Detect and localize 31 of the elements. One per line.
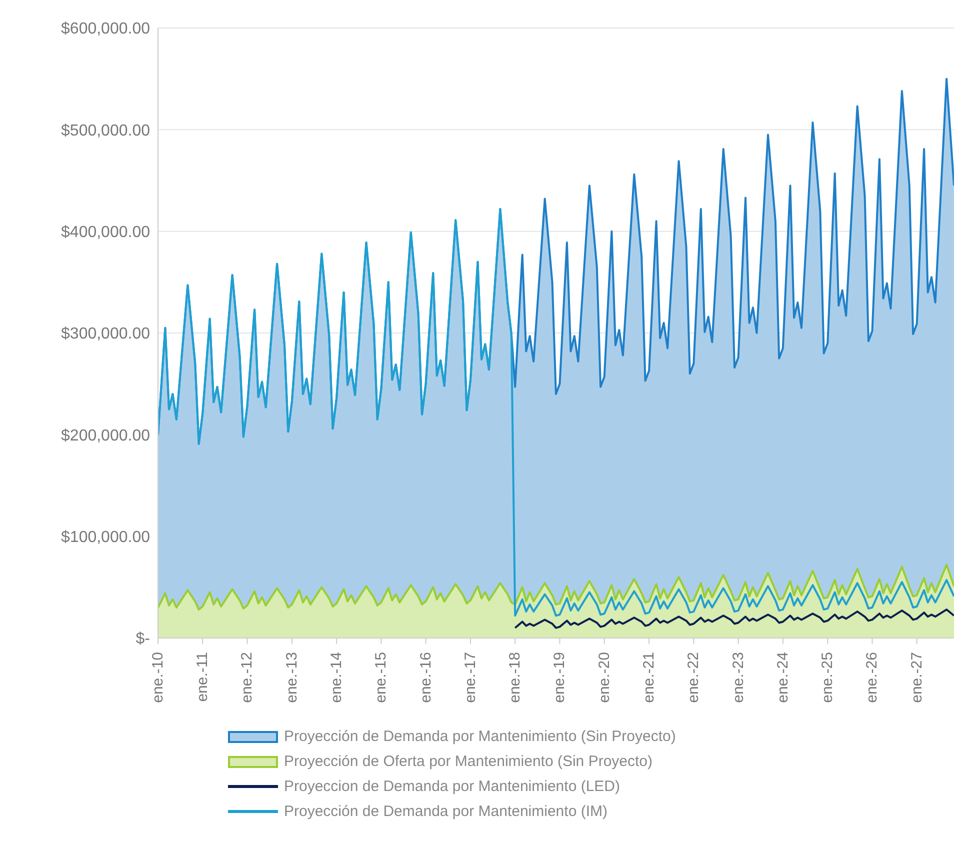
x-tick-label: ene.-18 (506, 652, 524, 703)
x-tick-label: ene.-24 (774, 652, 792, 703)
x-tick-label: ene.-23 (730, 652, 747, 703)
y-tick-label: $200,000.00 (61, 427, 150, 444)
y-tick-label: $600,000.00 (61, 20, 150, 38)
y-tick-label: $300,000.00 (61, 326, 150, 343)
line-series (158, 208, 954, 617)
x-tick-label: ene.-21 (640, 652, 658, 703)
x-tick-label: ene.-17 (462, 652, 480, 703)
x-tick-label: ene.-25 (819, 652, 836, 703)
x-tick-label: ene.-22 (685, 652, 702, 703)
x-tick-label: ene.-20 (596, 652, 613, 703)
x-tick-label: ene.-16 (417, 652, 434, 703)
x-tick-label: ene.-19 (551, 652, 568, 703)
legend-label: Proyección de Demanda por Mantenimiento (Sin Proyecto) (284, 728, 676, 745)
x-tick-label: ene.-14 (328, 652, 346, 703)
legend-label: Proyección de Oferta por Mantenimiento (Sin Proyecto) (284, 753, 653, 770)
y-tick-label: $500,000.00 (61, 122, 150, 140)
x-tick-label: ene.-26 (864, 652, 881, 703)
x-tick-label: ene.-10 (150, 652, 166, 703)
y-tick-label: $400,000.00 (61, 224, 150, 242)
x-tick-label: ene.-11 (194, 652, 212, 702)
x-tick-label: ene.-15 (372, 652, 390, 703)
x-tick-label: ene.-12 (238, 652, 256, 703)
y-tick-label: $- (136, 630, 150, 648)
line-series (514, 608, 954, 629)
x-tick-label: ene.-13 (283, 652, 300, 703)
legend-label: Proyeccion de Demanda por Mantenimiento (LED) (284, 778, 620, 795)
legend-label: Proyección de Demanda por Mantenimiento (IM) (284, 803, 608, 820)
x-tick-label: ene.-27 (908, 652, 926, 703)
y-tick-label: $100,000.00 (61, 529, 150, 546)
